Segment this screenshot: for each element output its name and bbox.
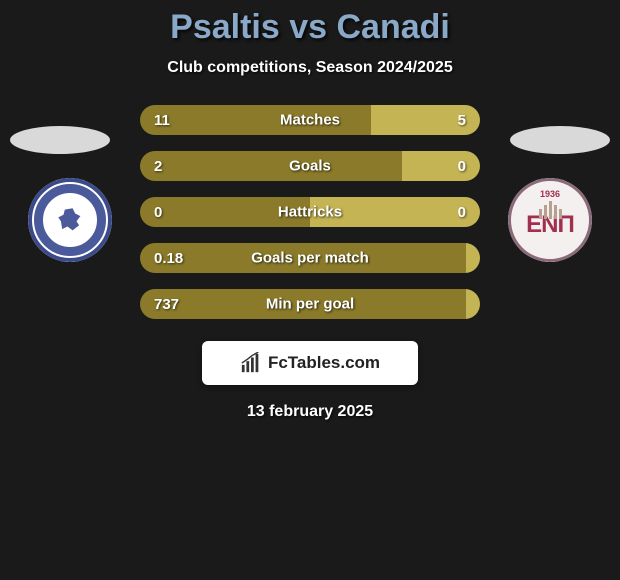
stat-label: Min per goal (266, 296, 354, 313)
page-title: Psaltis vs Canadi (0, 8, 620, 47)
team-logo-right: 1936 ENΠ (508, 178, 592, 262)
logo-badge-right: 1936 ENΠ (508, 178, 592, 262)
logo-year: 1936 (540, 189, 560, 199)
source-text: FcTables.com (268, 353, 380, 373)
source-badge: FcTables.com (202, 341, 418, 385)
stat-label: Goals per match (251, 250, 369, 267)
stat-right-value (466, 243, 480, 273)
shadow-ellipse-left (10, 126, 110, 154)
building-icon (535, 201, 565, 219)
stat-label: Matches (280, 112, 340, 129)
bar-chart-icon (240, 352, 262, 374)
team-logo-left (28, 178, 112, 262)
stat-right-value (466, 289, 480, 319)
stat-left-value: 2 (140, 151, 402, 181)
stat-row: 115Matches (140, 105, 480, 135)
logo-badge-left (28, 178, 112, 262)
stat-row: 0.18Goals per match (140, 243, 480, 273)
date-text: 13 february 2025 (0, 403, 620, 421)
stat-row: 20 Goals (140, 151, 480, 181)
stat-label: Hattricks (278, 204, 342, 221)
stat-label: Goals (289, 158, 331, 175)
stat-right-value: 0 (402, 151, 480, 181)
stats-bars: 115Matches20Goals00Hattricks0.18Goals pe… (140, 105, 480, 319)
comparison-infographic: Psaltis vs Canadi Club competitions, Sea… (0, 0, 620, 580)
map-icon (57, 207, 83, 233)
subtitle: Club competitions, Season 2024/2025 (0, 59, 620, 77)
stat-row: 00Hattricks (140, 197, 480, 227)
shadow-ellipse-right (510, 126, 610, 154)
stat-row: 737Min per goal (140, 289, 480, 319)
stat-right-value: 5 (371, 105, 480, 135)
